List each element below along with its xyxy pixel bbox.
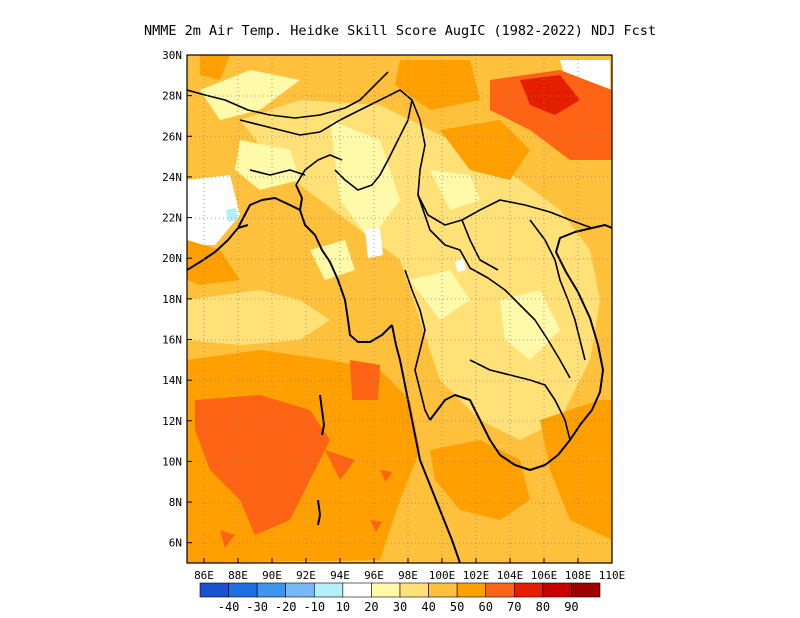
colorbar-label: -40: [218, 600, 240, 614]
lon-tick-label: 92E: [296, 569, 316, 582]
colorbar-label: 30: [393, 600, 407, 614]
lon-tick-label: 96E: [364, 569, 384, 582]
colorbar-swatch: [285, 582, 315, 598]
colorbar-label: -20: [275, 600, 297, 614]
lat-tick-label: 24N: [162, 171, 182, 184]
colorbar-label: 40: [421, 600, 435, 614]
field-region: [455, 258, 466, 272]
lon-tick-label: 86E: [194, 569, 214, 582]
longitude-ticks: [203, 558, 613, 563]
colorbar: -40 -30 -20 -10 10 20 30 40 50 60 70 80 90: [199, 582, 601, 614]
colorbar-swatch: [485, 582, 515, 598]
lat-tick-label: 28N: [162, 90, 182, 103]
field-region: [226, 208, 238, 222]
lat-tick-label: 6N: [169, 537, 182, 550]
map-frame: [186, 54, 613, 564]
colorbar-label: 20: [364, 600, 378, 614]
colorbar-label: 10: [336, 600, 350, 614]
lon-tick-label: 108E: [565, 569, 592, 582]
lat-tick-label: 20N: [162, 252, 182, 265]
field-region: [200, 55, 230, 80]
colorbar-swatch: [571, 582, 601, 598]
field-region: [195, 395, 330, 535]
lat-tick-label: 8N: [169, 496, 182, 509]
latitude-labels: 30N 28N 26N 24N 22N 20N 18N 16N 14N 12N 10N 8N 6N: [162, 49, 182, 550]
field-region: [410, 270, 470, 320]
colorbar-swatch: [456, 582, 487, 598]
lat-tick-label: 30N: [162, 49, 182, 62]
field-region: [430, 170, 480, 210]
colorbar-label: -30: [246, 600, 268, 614]
lon-tick-label: 106E: [531, 569, 558, 582]
colorbar-label: 80: [536, 600, 550, 614]
field-region: [187, 240, 240, 285]
field-region: [490, 70, 612, 160]
grid-lines: [187, 55, 612, 563]
field-region: [395, 60, 480, 110]
colorbar-swatch: [513, 582, 544, 598]
field-region: [187, 290, 330, 345]
lat-tick-label: 16N: [162, 333, 182, 346]
lon-tick-label: 110E: [599, 569, 626, 582]
lon-tick-label: 88E: [228, 569, 248, 582]
field-region: [330, 120, 400, 240]
lon-tick-label: 102E: [463, 569, 490, 582]
latitude-ticks: [187, 54, 192, 544]
colorbar-swatch: [542, 582, 572, 598]
field-region: [380, 470, 392, 482]
colorbar-label: 70: [507, 600, 521, 614]
colorbar-label: 50: [450, 600, 464, 614]
field-region: [370, 520, 382, 532]
lat-tick-label: 14N: [162, 374, 182, 387]
colorbar-swatch: [399, 582, 429, 598]
colorbar-label: 90: [564, 600, 578, 614]
field-region: [325, 450, 355, 480]
lat-tick-label: 22N: [162, 212, 182, 225]
colorbar-label: -10: [303, 600, 325, 614]
lon-tick-label: 98E: [398, 569, 418, 582]
map-area: [187, 55, 612, 563]
lat-tick-label: 18N: [162, 293, 182, 306]
lat-tick-label: 10N: [162, 455, 182, 468]
field-region: [440, 120, 530, 180]
field-region: [200, 70, 300, 120]
lat-tick-label: 26N: [162, 130, 182, 143]
lon-tick-label: 100E: [429, 569, 456, 582]
field-region: [540, 400, 612, 540]
field-region: [187, 175, 240, 245]
borders: [187, 71, 593, 441]
colorbar-swatch: [256, 582, 287, 598]
colorbar-swatch: [342, 582, 372, 598]
colorbar-swatch: [228, 582, 258, 598]
field-region: [235, 140, 300, 190]
field-region: [500, 290, 560, 360]
field-region: [430, 440, 530, 520]
lon-tick-label: 94E: [330, 569, 350, 582]
colorbar-swatch: [199, 582, 229, 598]
field-region: [350, 360, 380, 400]
colorbar-swatch: [428, 582, 458, 598]
coastlines: [187, 184, 612, 563]
longitude-labels: 86E 88E 90E 92E 94E 96E 98E 100E 102E 104E 106E 108…: [194, 569, 625, 582]
field-region: [520, 75, 580, 115]
colorbar-swatch: [313, 582, 344, 598]
lat-tick-label: 12N: [162, 415, 182, 428]
lon-tick-label: 90E: [262, 569, 282, 582]
lon-tick-label: 104E: [497, 569, 524, 582]
colorbar-swatch: [371, 582, 401, 598]
field-region: [220, 530, 235, 548]
colorbar-label: 60: [478, 600, 492, 614]
skill-field: [187, 55, 612, 563]
chart-title: NMME 2m Air Temp. Heidke Skill Score Aug…: [144, 23, 656, 39]
